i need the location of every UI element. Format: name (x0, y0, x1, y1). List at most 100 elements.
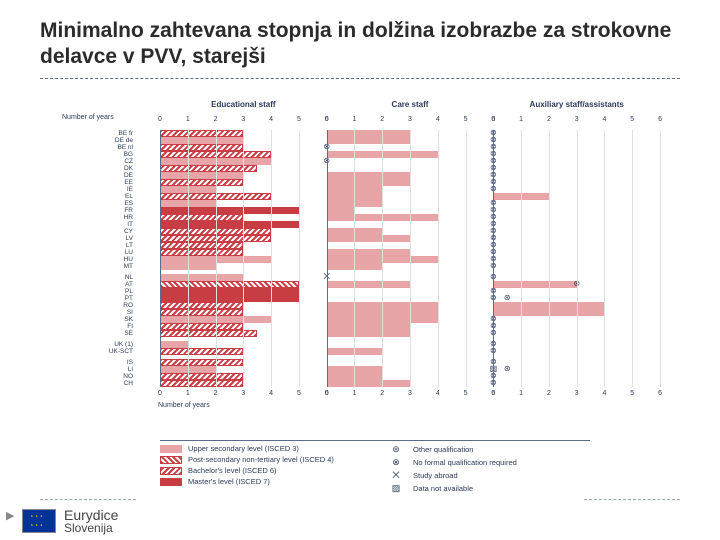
bar (160, 158, 271, 165)
panel-cell (327, 242, 494, 249)
panel-cell (327, 221, 494, 228)
panel-cell: ⊗ (493, 380, 660, 387)
panel-cell: ⊗ (493, 158, 660, 165)
panel-cell (327, 249, 494, 256)
bar (160, 151, 271, 158)
panel-cell (327, 263, 494, 270)
panel-cell (160, 165, 327, 172)
row-label: AT (100, 281, 136, 288)
bar (327, 186, 383, 193)
bar (160, 249, 243, 256)
legend-label: Bachelor's level (ISCED 6) (188, 466, 365, 475)
panel-cell: ⊗ (327, 144, 494, 151)
bar (327, 249, 410, 256)
marker-icon: ⊗ (323, 157, 330, 165)
row-label: NO (100, 373, 136, 380)
panel-cell: ⊗ (493, 228, 660, 235)
bar (327, 323, 410, 330)
panel-headers: Educational staffCare staffAuxiliary sta… (160, 100, 660, 114)
panel-cell (160, 221, 327, 228)
row-label: DE (100, 172, 136, 179)
bar (327, 256, 438, 263)
panel-cell (327, 316, 494, 323)
bar (327, 316, 438, 323)
bar (160, 316, 271, 323)
country-row: IT⊗ (100, 221, 660, 228)
bar (160, 144, 243, 151)
panel-cell (160, 330, 327, 337)
panel-cell (160, 144, 327, 151)
bar (160, 193, 271, 200)
panel-cell (493, 309, 660, 316)
panel-cell (327, 373, 494, 380)
bar (327, 193, 383, 200)
panel-cell (160, 186, 327, 193)
row-label: IE (100, 186, 136, 193)
country-row: UK (1)⊗ (100, 341, 660, 348)
country-row: BE nl⊗⊗ (100, 144, 660, 151)
country-row: DE⊗ (100, 172, 660, 179)
row-label: RO (100, 302, 136, 309)
marker-icon: ⊗ (490, 347, 497, 355)
bar (160, 242, 243, 249)
panel-cell (327, 359, 494, 366)
panel-cell: ⊗ (493, 165, 660, 172)
marker-icon: ⊛ (504, 294, 511, 302)
row-label: CH (100, 380, 136, 387)
bar (160, 130, 243, 137)
row-label: LI (100, 366, 136, 373)
panel-cell (493, 193, 660, 200)
country-row: LT⊗ (100, 242, 660, 249)
bar (327, 302, 438, 309)
bar (160, 302, 243, 309)
panel-cell: ⊗ (493, 242, 660, 249)
legend-symbol-icon: ⊗ (385, 457, 407, 468)
marker-icon: ⊗ (490, 379, 497, 387)
panel-cell (327, 256, 494, 263)
country-row: UK-SCT⊗ (100, 348, 660, 355)
panel-cell: ⊗ (493, 263, 660, 270)
country-row: HR⊗ (100, 214, 660, 221)
country-row: SK⊗ (100, 316, 660, 323)
legend-label: Other qualification (413, 445, 590, 454)
country-row: AT⊛ (100, 281, 660, 288)
bar (493, 309, 604, 316)
panel-cell (327, 380, 494, 387)
rows-area: BE fr⊗DE de⊗BE nl⊗⊗BG⊗CZ⊗⊗DK⊗DE⊗EE⊗IE⊗EL… (100, 130, 660, 409)
bar (327, 366, 383, 373)
chevron-icon: ▶ (6, 509, 14, 522)
panel-cell (160, 214, 327, 221)
bar (493, 193, 549, 200)
panel-cell: ⊗ (493, 179, 660, 186)
bar (327, 263, 383, 270)
legend-label: No formal qualification required (413, 458, 590, 467)
marker-icon: ⊗ (323, 143, 330, 151)
country-row: SI (100, 309, 660, 316)
bar (160, 186, 216, 193)
row-label: FI (100, 323, 136, 330)
row-label: SE (100, 330, 136, 337)
panel-cell (327, 295, 494, 302)
panel-cell: ⊗ (493, 200, 660, 207)
country-row: SE⊗ (100, 330, 660, 337)
bar (327, 214, 438, 221)
row-label: BG (100, 151, 136, 158)
country-row: HU⊗ (100, 256, 660, 263)
panel-cell (493, 302, 660, 309)
bar (160, 295, 299, 302)
panel-cell: ⊗ (493, 214, 660, 221)
legend-label: Upper secondary level (ISCED 3) (188, 444, 365, 453)
panel-cell: ▨⊛ (493, 366, 660, 373)
legend-item: Master's level (ISCED 7) (160, 477, 365, 486)
country-row: LV⊗ (100, 235, 660, 242)
country-row: DK⊗ (100, 165, 660, 172)
bar (160, 207, 299, 214)
legend: Upper secondary level (ISCED 3)Post-seco… (160, 440, 590, 496)
panel-cell: ⊗ (493, 256, 660, 263)
row-label: PT (100, 295, 136, 302)
legend-swatch (160, 478, 182, 486)
panel-cell (160, 242, 327, 249)
ticks-top: 012345601234560123456 (160, 116, 660, 126)
panel-cell (160, 323, 327, 330)
bar (160, 137, 243, 144)
